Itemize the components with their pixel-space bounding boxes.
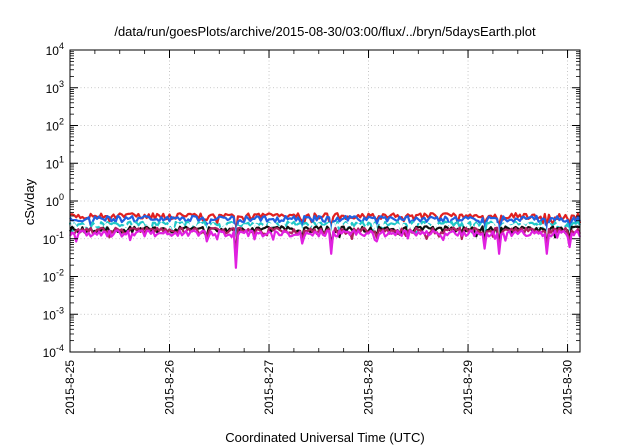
x-tick-label: 2015-8-29 <box>461 360 475 415</box>
chart-title: /data/run/goesPlots/archive/2015-08-30/0… <box>114 24 536 39</box>
series-line <box>69 214 581 241</box>
x-tick-labels: 2015-8-25 2015-8-26 2015-8-27 2015-8-28 2015… <box>63 360 575 415</box>
y-tick-label: 10-2 <box>43 268 64 285</box>
y-tick-labels: 10-4 10-3 10-2 10-1 100 101 102 103 104 <box>43 41 64 360</box>
series-lines <box>68 212 582 269</box>
y-tick-label: 10-4 <box>43 343 64 360</box>
x-tick-label: 2015-8-27 <box>262 360 276 415</box>
y-tick-label: 100 <box>46 192 64 209</box>
series-line <box>69 226 582 263</box>
x-tick-label: 2015-8-30 <box>561 360 575 415</box>
x-axis-label: Coordinated Universal Time (UTC) <box>225 430 424 445</box>
y-tick-label: 10-1 <box>43 230 64 247</box>
x-tick-label: 2015-8-28 <box>362 360 376 415</box>
grid <box>70 50 580 352</box>
y-tick-label: 104 <box>46 41 64 58</box>
x-tick-label: 2015-8-25 <box>63 360 77 415</box>
y-tick-label: 101 <box>46 154 64 171</box>
x-tick-label: 2015-8-26 <box>163 360 177 415</box>
plot-frame <box>69 49 581 353</box>
y-tick-label: 10-3 <box>43 305 64 322</box>
y-tick-label: 102 <box>46 117 64 134</box>
y-tick-label: 103 <box>46 79 64 96</box>
series-line <box>69 229 582 269</box>
y-axis-label: cSv/day <box>22 178 37 225</box>
axis-ticks <box>69 49 580 353</box>
